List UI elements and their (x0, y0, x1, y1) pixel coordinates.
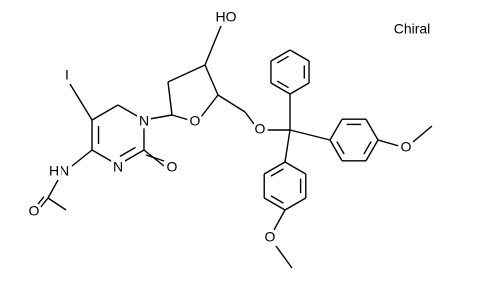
bond (276, 80, 289, 89)
bond (263, 161, 286, 175)
bond (329, 118, 343, 141)
bond (69, 83, 93, 121)
bond (91, 104, 119, 121)
bond (273, 209, 286, 231)
bond (39, 197, 49, 209)
bond (143, 114, 173, 121)
bond (117, 104, 145, 121)
bond (167, 64, 206, 83)
bond (145, 154, 165, 162)
atom-label: O (190, 113, 201, 129)
atom-label: H (49, 163, 59, 179)
bond (37, 196, 45, 205)
atom-label: O (255, 121, 266, 137)
atom-label: O (265, 229, 276, 245)
atom-label: HO (216, 9, 237, 25)
bond (270, 82, 291, 95)
bond (270, 49, 291, 62)
bond (284, 129, 291, 163)
bond (119, 146, 136, 157)
bond (244, 111, 255, 125)
bond (289, 49, 310, 62)
bond (71, 149, 93, 167)
atom-label: N (139, 113, 149, 129)
atom-label: O (401, 139, 412, 155)
bond (412, 125, 433, 143)
bond (204, 64, 219, 96)
bond (284, 197, 307, 211)
bond (275, 245, 293, 269)
bond (117, 149, 145, 166)
bond (289, 82, 310, 95)
bond (365, 118, 379, 141)
atom-label: O (167, 159, 178, 175)
bond (217, 94, 246, 113)
atom-label: N (113, 159, 123, 175)
bond (200, 94, 219, 118)
bond (47, 179, 59, 199)
bond (289, 129, 331, 141)
bond (270, 195, 284, 204)
bond (329, 139, 343, 162)
atom-label: I (65, 67, 69, 83)
bond (171, 114, 190, 121)
chiral-label: Chiral (394, 21, 431, 37)
atom-label: O (29, 203, 40, 219)
bond (204, 25, 222, 66)
bond (91, 149, 119, 166)
bond (276, 55, 289, 64)
bond (167, 81, 173, 116)
bonds (37, 25, 433, 269)
bond (284, 161, 307, 175)
bond (363, 141, 372, 155)
atom-label: N (59, 163, 69, 179)
bond (336, 141, 345, 155)
bond (377, 139, 400, 147)
bond (365, 139, 379, 162)
bond (263, 197, 286, 211)
bond (270, 168, 284, 177)
bond (47, 197, 67, 211)
